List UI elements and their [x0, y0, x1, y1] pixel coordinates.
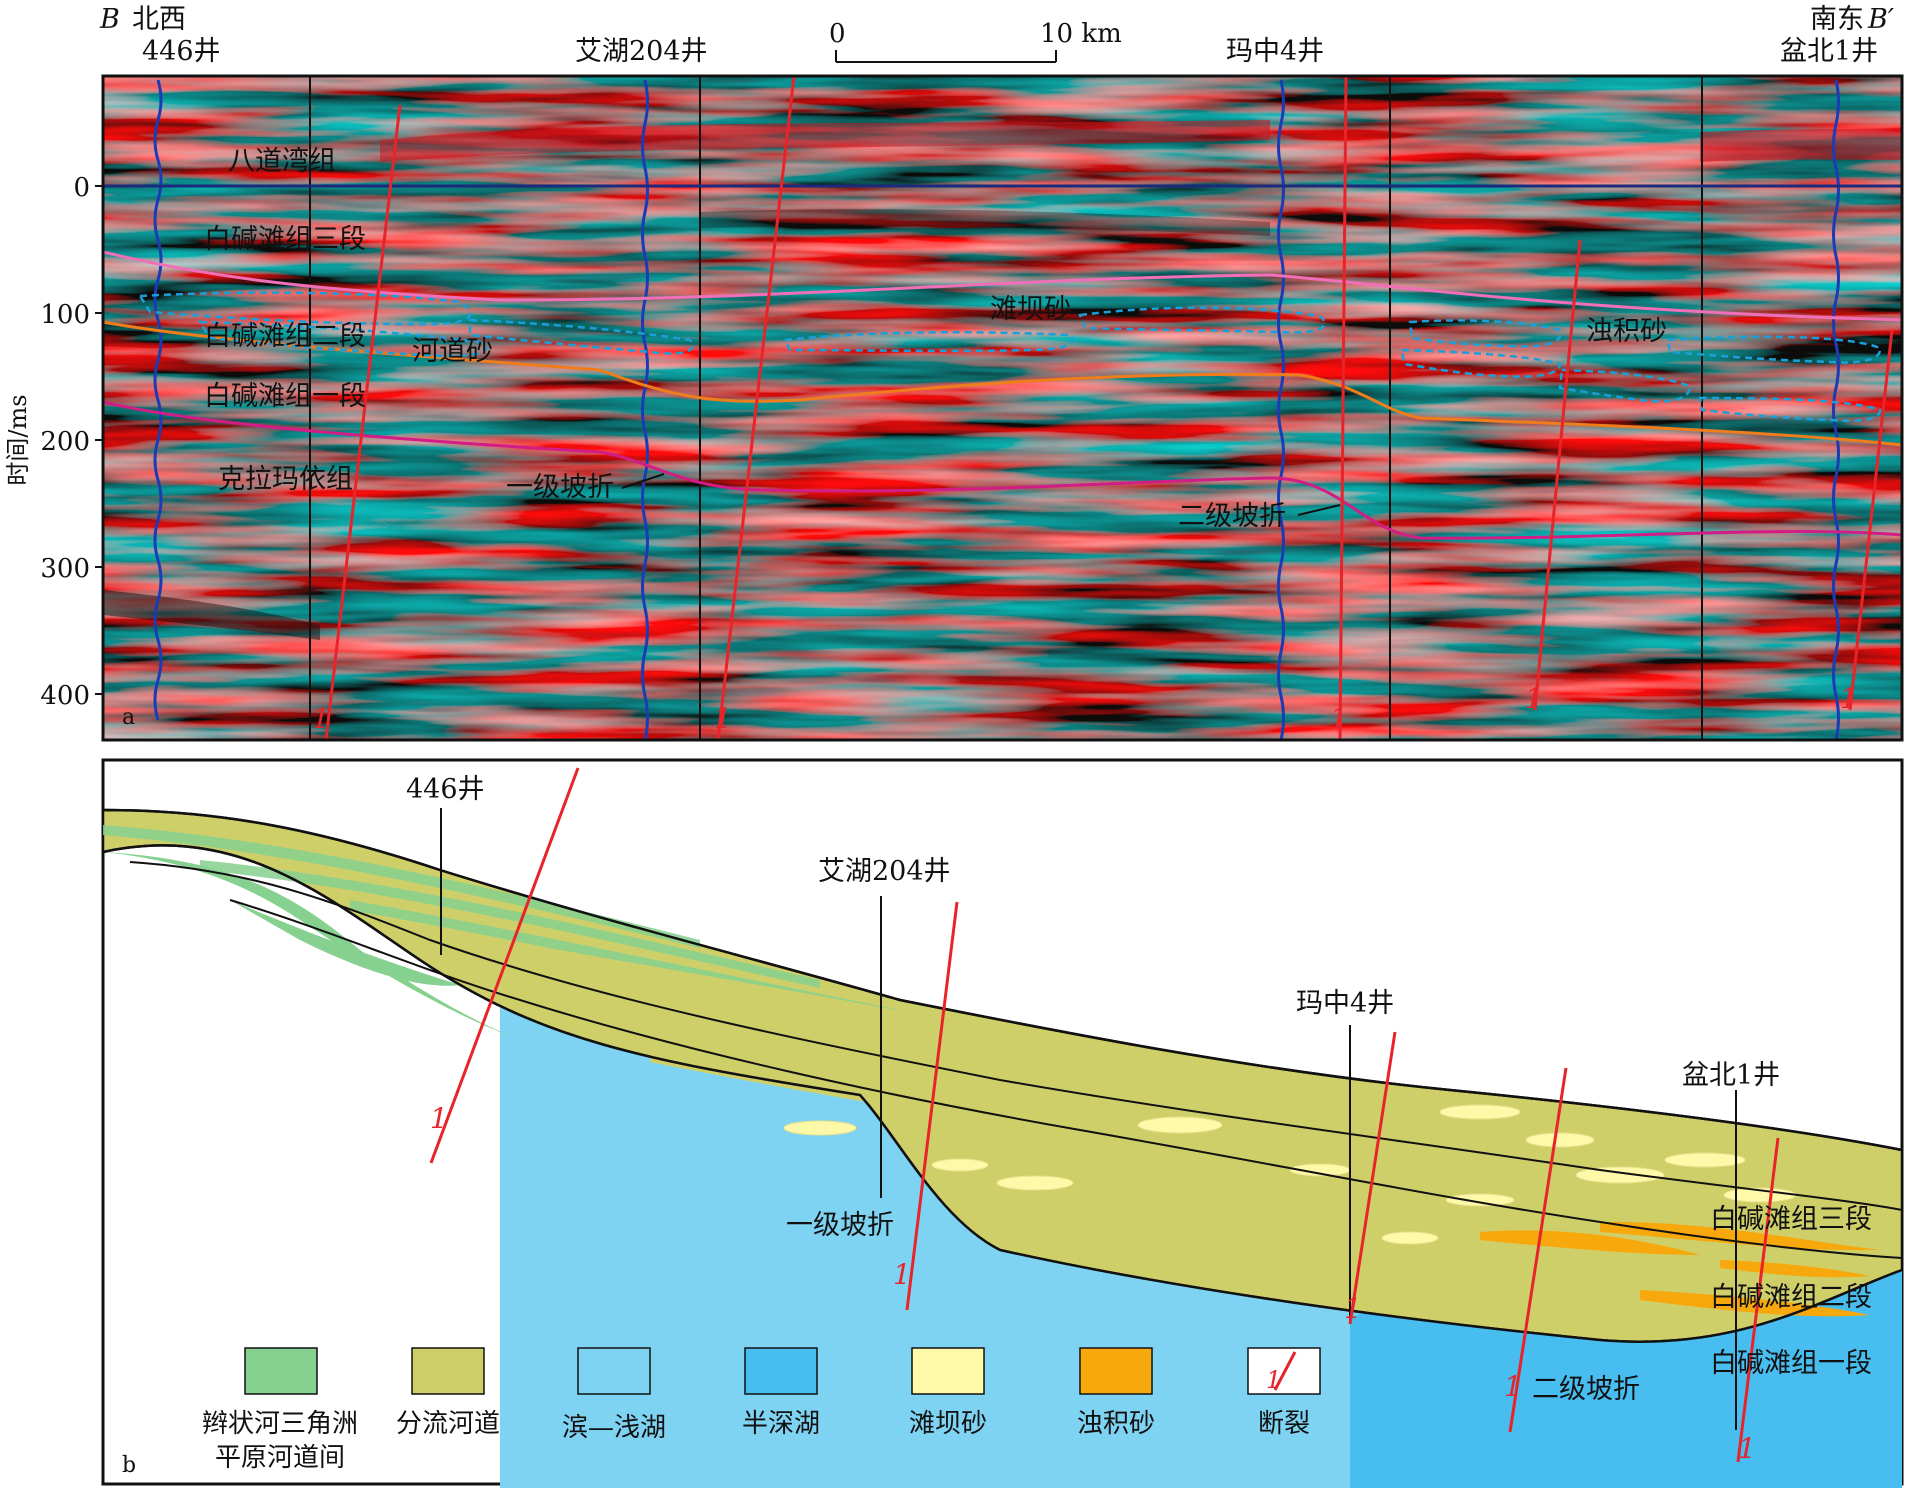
- fault-mark: 1: [1344, 1292, 1362, 1325]
- panel-b-labels: 446井 艾湖204井 玛中4井 盆北1井 一级坡折 二级坡折 白碱滩组三段 白…: [406, 774, 1872, 1405]
- y-tick-label: 0: [73, 173, 90, 203]
- legend-label: 分流河道: [396, 1409, 500, 1439]
- panel-b-letter: b: [122, 1453, 136, 1478]
- well-penbei1-b: 盆北1井: [1682, 1060, 1780, 1091]
- legend-swatch: [244, 1347, 318, 1395]
- fault-mark: 1: [430, 1102, 448, 1135]
- beach-bar-lenses: [783, 1104, 1797, 1245]
- label-first-slope-break-b: 一级坡折: [786, 1210, 894, 1241]
- panel-a-letter: a: [122, 705, 135, 730]
- scale-end: 10 km: [1040, 19, 1122, 49]
- direction-northwest: 北西: [132, 4, 186, 35]
- legend-swatch: [744, 1347, 818, 1395]
- faults-panel-b: [429, 767, 1780, 1463]
- label-turbidite-sand: 浊积砂: [1586, 316, 1667, 347]
- fault-mark: 1: [893, 1258, 911, 1291]
- fault-legend-line: [1273, 1351, 1297, 1391]
- label-kelamayi: 克拉玛依组: [218, 464, 353, 495]
- label-member3: 白碱滩组三段: [204, 224, 366, 255]
- well-mazhong4: 玛中4井: [1226, 36, 1324, 67]
- label-first-slope-break: 一级坡折: [506, 472, 614, 503]
- y-tick-label: 100: [40, 300, 90, 330]
- formation-labels-a: 八道湾组 白碱滩组三段 白碱滩组二段 白碱滩组一段 克拉玛依组 河道砂 滩坝砂 …: [204, 146, 1667, 532]
- y-tick-label: 200: [40, 427, 90, 457]
- scale-bar: 0 10 km: [829, 19, 1122, 63]
- well-mazhong4-b: 玛中4井: [1296, 988, 1394, 1019]
- endpoint-b-prime: B′: [1867, 4, 1894, 35]
- well-aihu204-b: 艾湖204井: [818, 856, 951, 887]
- label-second-slope-break-b: 二级坡折: [1532, 1374, 1640, 1405]
- legend-label: 浊积砂: [1077, 1409, 1155, 1439]
- well-logs: [153, 79, 1840, 741]
- label-channel-sand: 河道砂: [412, 336, 493, 367]
- legend-swatch: [1079, 1347, 1153, 1395]
- fault-mark: 1: [1525, 682, 1543, 715]
- faults-panel-a: [324, 75, 1894, 741]
- zone-braided-delta-plain: [103, 852, 520, 1040]
- well-446-b: 446井: [406, 774, 485, 805]
- label-member1-b: 白碱滩组一段: [1710, 1348, 1872, 1379]
- legend-label: 半深湖: [742, 1409, 820, 1439]
- legend-label: 滨—浅湖: [562, 1413, 666, 1443]
- y-tick-label: 400: [40, 681, 90, 711]
- well-lines-b: [440, 808, 1737, 1430]
- endpoint-b: B: [99, 4, 120, 35]
- fault-mark: 1: [1738, 1432, 1756, 1465]
- scale-start: 0: [829, 19, 846, 49]
- legend-label: 辫状河三角洲: [202, 1409, 358, 1439]
- well-446: 446井: [142, 36, 221, 67]
- turbidite-lobes: [1480, 1221, 1880, 1317]
- legend-label: 平原河道间: [215, 1443, 345, 1473]
- legend-swatch: [911, 1347, 985, 1395]
- fault-mark: 1: [1330, 702, 1348, 735]
- member-boundaries: [129, 861, 1903, 1259]
- fault-marks-b: 1 1 1 1 1: [430, 1102, 1756, 1465]
- label-badaowan: 八道湾组: [228, 146, 336, 177]
- fault-mark: 1: [1504, 1370, 1522, 1403]
- legend: 1 辫状河三角洲 平原河道间 分流河道 滨—浅湖 半深湖 滩坝砂 浊积砂 断裂: [202, 1347, 1321, 1473]
- label-member2-b: 白碱滩组二段: [1710, 1282, 1872, 1313]
- legend-swatch: [577, 1347, 651, 1395]
- legend-label: 断裂: [1258, 1409, 1310, 1439]
- horizon-member2-base: [102, 320, 1903, 447]
- panel-a-seismic: 1 1 1 1 1 八道湾组 白碱滩组三段 白碱滩组二段 白碱滩组一段 克拉玛依…: [4, 4, 1904, 742]
- fault-marks-a: 1 1 1 1 1: [312, 682, 1858, 735]
- y-tick-label: 300: [40, 554, 90, 584]
- label-beach-bar-sand: 滩坝砂: [990, 294, 1071, 325]
- legend-label: 滩坝砂: [909, 1409, 987, 1439]
- fault-legend-mark: 1: [1266, 1366, 1281, 1394]
- legend-swatch: [411, 1347, 485, 1395]
- fault-mark: 1: [714, 702, 732, 735]
- fault-mark: 1: [1840, 682, 1858, 715]
- y-axis-label: 时间/ms: [4, 394, 32, 485]
- direction-southeast: 南东: [1810, 4, 1864, 35]
- label-member3-b: 白碱滩组三段: [1710, 1204, 1872, 1235]
- horizon-member3-base: [102, 250, 1903, 322]
- fault-mark: 1: [312, 702, 330, 735]
- sand-outlines: [137, 291, 1882, 422]
- well-aihu204: 艾湖204井: [575, 36, 708, 67]
- well-penbei1: 盆北1井: [1780, 36, 1878, 67]
- label-member2: 白碱滩组二段: [204, 321, 366, 352]
- panel-a-header: B 北西 南东 B′ 446井 艾湖204井 玛中4井 盆北1井 0 10 km: [99, 4, 1894, 67]
- panel-b-model: 1 1 1 1 1 446井 艾湖204井 玛中4井 盆北1井 一级坡折 二级坡…: [101, 758, 1904, 1488]
- channel-tongues: [560, 950, 1170, 1120]
- label-second-slope-break: 二级坡折: [1178, 501, 1286, 532]
- label-member1: 白碱滩组一段: [204, 381, 366, 412]
- y-axis: 0 100 200 300 400 时间/ms: [4, 173, 103, 711]
